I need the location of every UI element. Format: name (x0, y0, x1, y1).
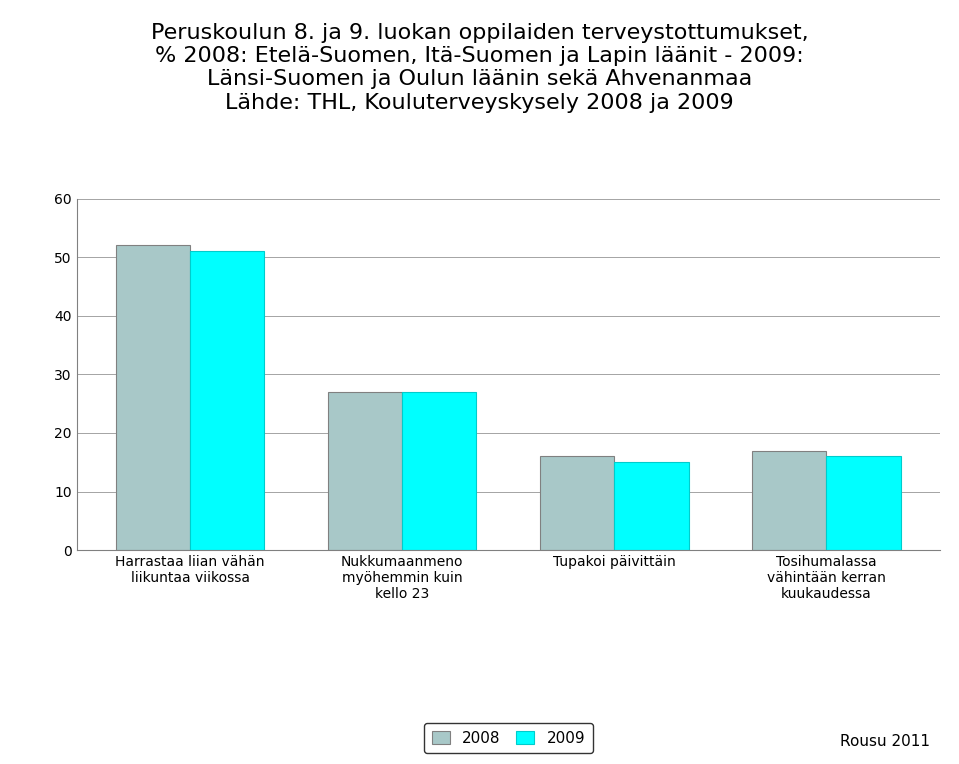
Bar (615, 462, 689, 550)
Bar (116, 245, 190, 550)
Bar (827, 456, 901, 550)
Bar (402, 392, 477, 550)
Bar (752, 451, 827, 550)
Text: Peruskoulun 8. ja 9. luokan oppilaiden terveystottumukset,
% 2008: Etelä-Suomen,: Peruskoulun 8. ja 9. luokan oppilaiden t… (151, 23, 808, 112)
Legend: 2008, 2009: 2008, 2009 (424, 723, 593, 753)
Text: Rousu 2011: Rousu 2011 (840, 733, 930, 749)
Bar (190, 251, 265, 550)
Bar (540, 456, 615, 550)
Bar (328, 392, 402, 550)
